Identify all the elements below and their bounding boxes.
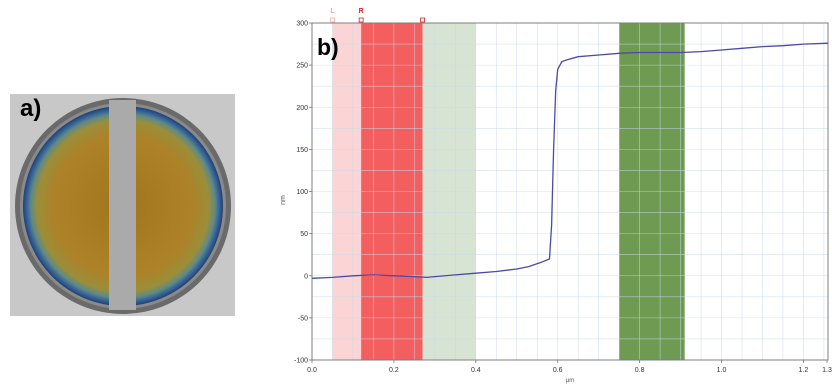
- x-tick-label: 0.8: [635, 367, 645, 374]
- sample-photo-panel: [10, 94, 235, 316]
- series-group: [311, 42, 829, 279]
- height-profile-chart: 300 250 200 150 100 50 0 -50 -100 0.0 0.2 0.4 0.6 0.8…: [280, 8, 832, 384]
- profile-line: [311, 42, 829, 279]
- coated-disc-image: [15, 98, 231, 314]
- x-tick-label: 1.2: [799, 367, 809, 374]
- x-tick-label: 0.6: [553, 367, 563, 374]
- cursor-marker-label[interactable]: L: [330, 8, 335, 15]
- cursor-handle[interactable]: [358, 17, 364, 23]
- y-tick-label: -100: [294, 358, 308, 365]
- x-tick-label: 1.3: [822, 367, 832, 374]
- y-tick-label: 0: [304, 273, 308, 280]
- y-tick-label: -50: [298, 315, 308, 322]
- x-tick-label: 0.0: [307, 367, 317, 374]
- axis-ticks: 300 250 200 150 100 50 0 -50 -100 0.0 0.2 0.4 0.6 0.8…: [294, 21, 832, 375]
- y-tick-label: 150: [296, 147, 308, 154]
- panel-a-label: a): [20, 95, 42, 122]
- panel-b-label: b): [317, 34, 339, 60]
- y-tick-label: 250: [296, 63, 308, 70]
- x-tick-label: 0.4: [471, 367, 481, 374]
- y-tick-label: 50: [300, 231, 308, 238]
- y-tick-label: 200: [296, 105, 308, 112]
- y-tick-label: 300: [296, 21, 308, 28]
- y-axis-label: nm: [280, 195, 287, 205]
- cursor-handle[interactable]: [420, 17, 425, 23]
- scratch-stripe: [109, 100, 136, 310]
- cursor-marker-label[interactable]: R: [359, 8, 364, 15]
- x-axis-label: µm: [566, 378, 574, 384]
- x-tick-label: 1.0: [717, 367, 727, 374]
- x-tick-label: 0.2: [389, 367, 399, 374]
- cursor-handle[interactable]: [330, 17, 335, 23]
- y-tick-label: 100: [296, 189, 308, 196]
